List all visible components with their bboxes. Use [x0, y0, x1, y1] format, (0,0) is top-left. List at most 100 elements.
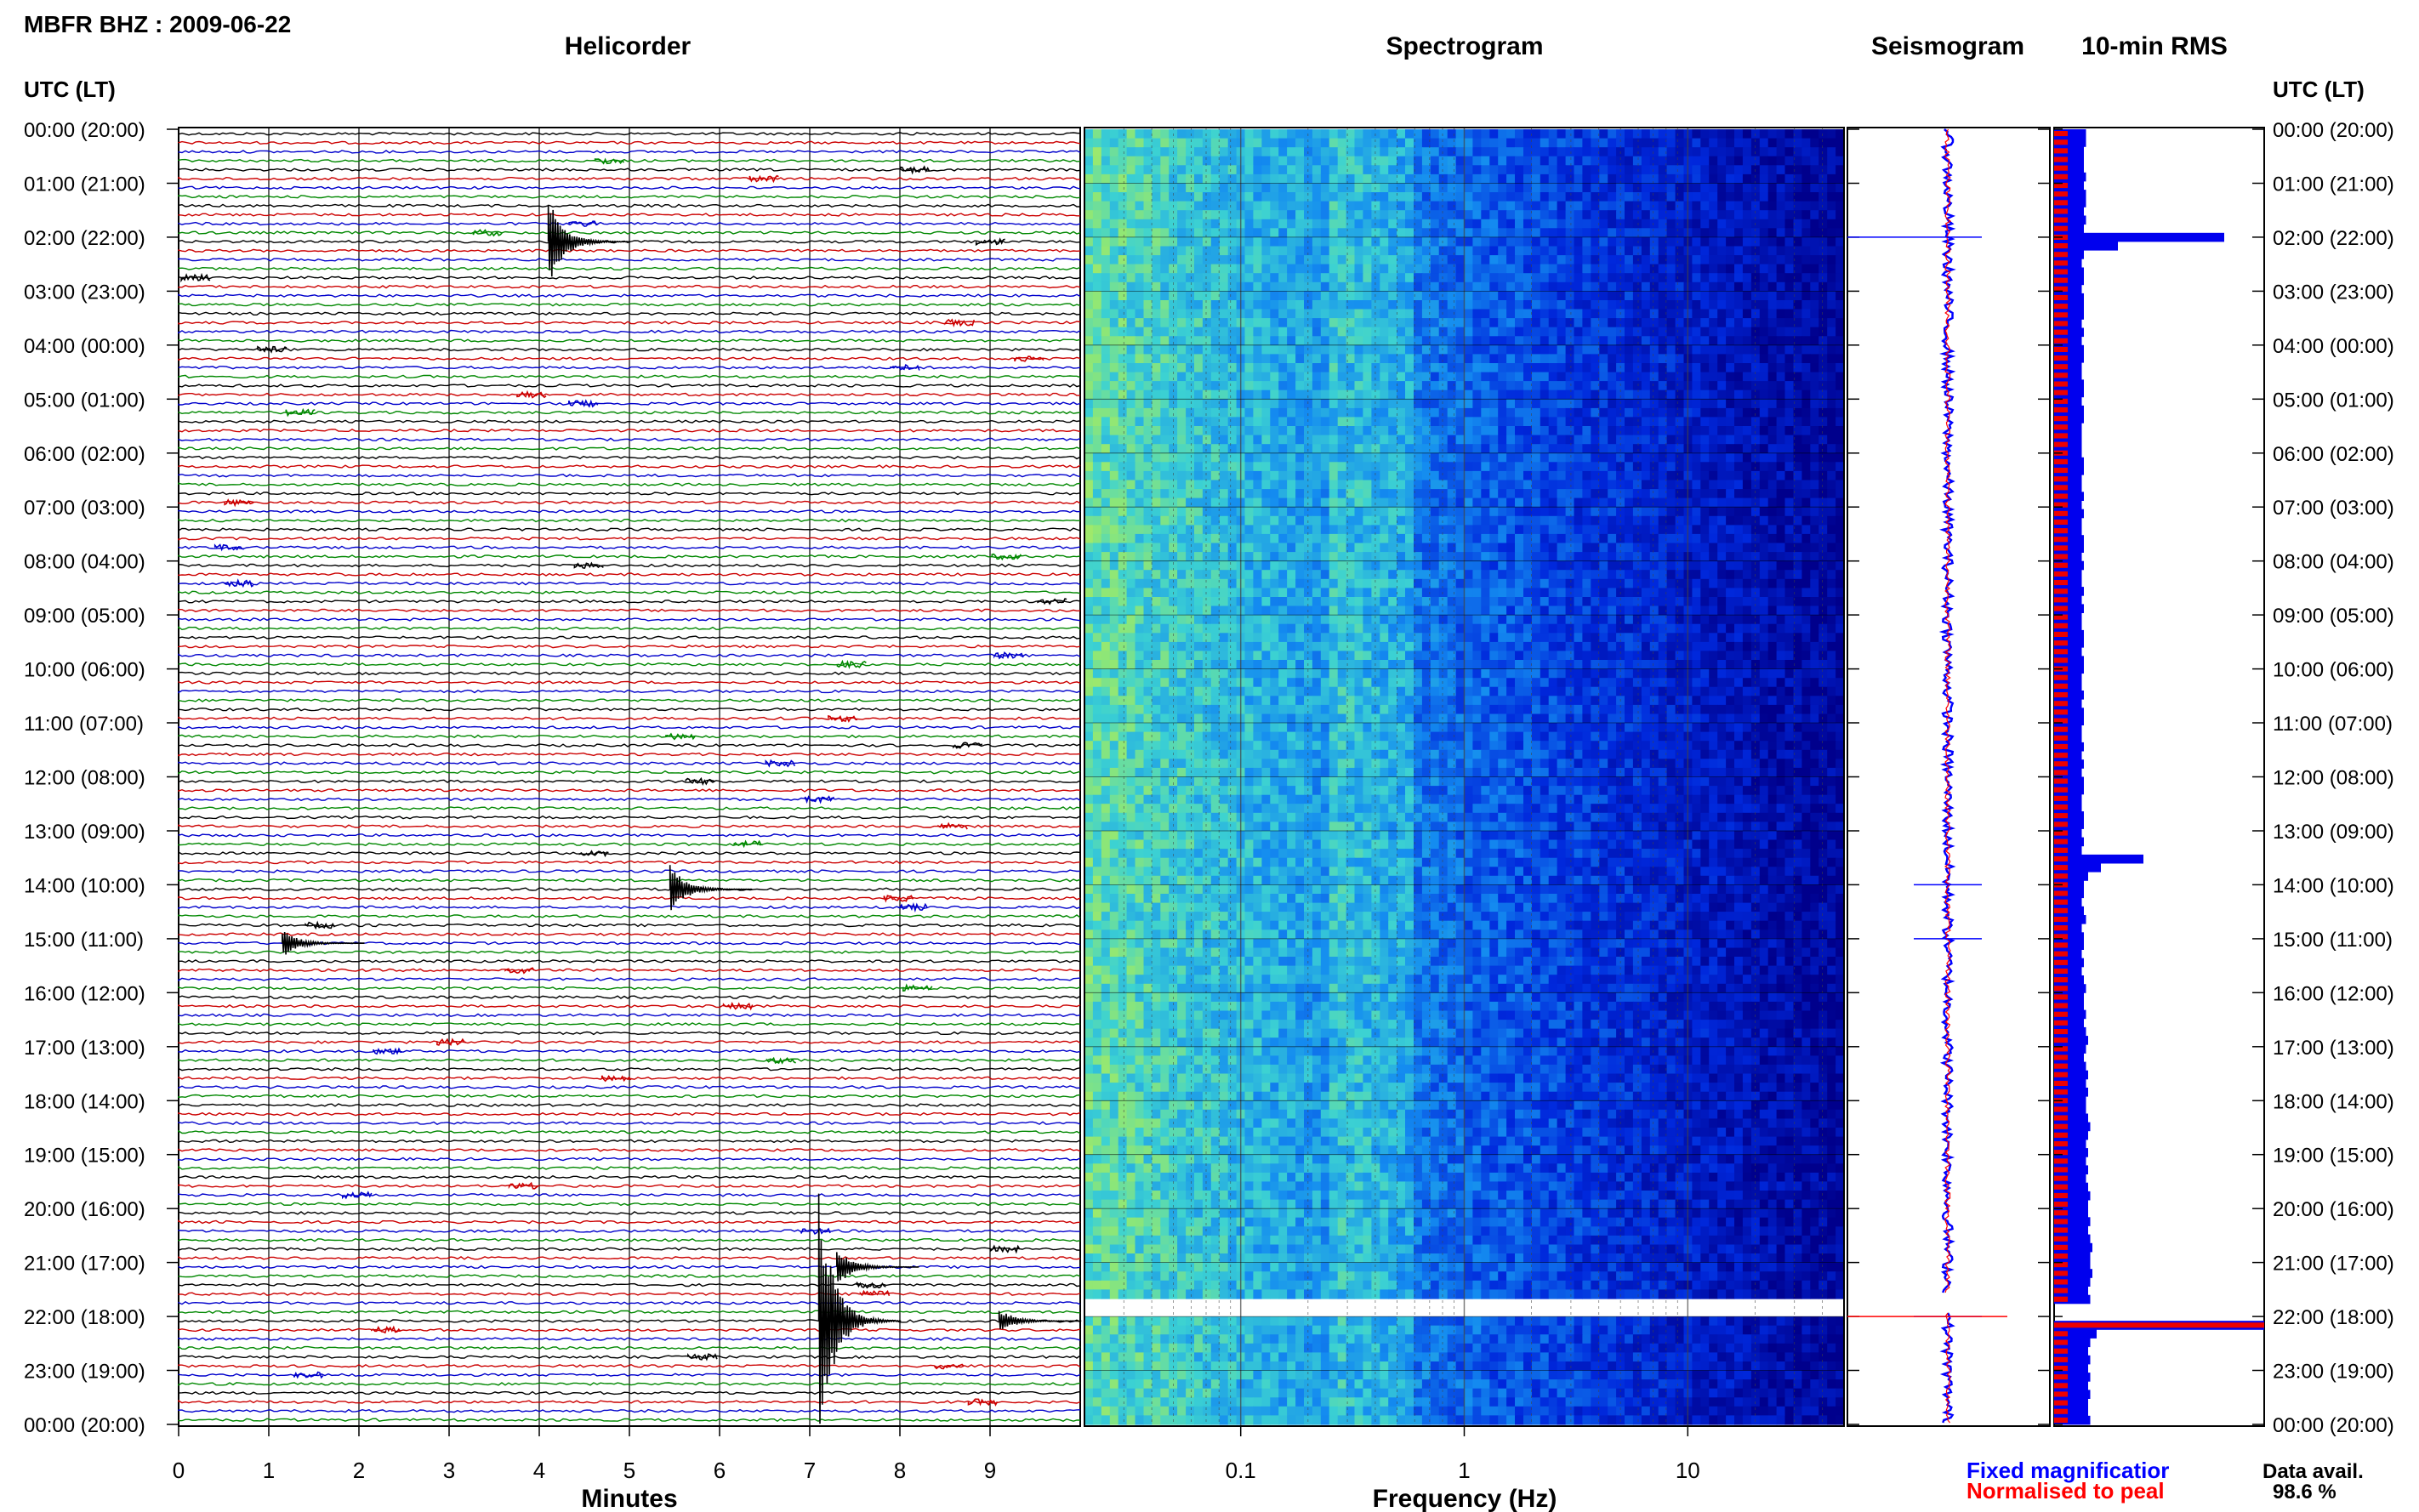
spectrogram-cell [1405, 173, 1414, 185]
spectrogram-cell [1194, 363, 1204, 373]
spectrogram-cell [1582, 372, 1591, 382]
spectrogram-cell [1278, 138, 1288, 148]
spectrogram-cell [1337, 480, 1347, 490]
spectrogram-cell [1464, 363, 1473, 373]
spectrogram-cell [1219, 381, 1229, 391]
spectrogram-cell [1498, 417, 1507, 427]
spectrogram-cell [1380, 219, 1389, 229]
spectrogram-cell [1742, 281, 1752, 292]
spectrogram-cell [1742, 173, 1752, 185]
spectrogram-cell [1278, 165, 1288, 175]
spectrogram-cell [1506, 291, 1516, 301]
spectrogram-cell [1700, 444, 1710, 454]
spectrogram-cell [1346, 273, 1356, 283]
spectrogram-cell [1438, 327, 1449, 337]
spectrogram-cell [1750, 462, 1761, 472]
spectrogram-cell [1405, 470, 1414, 481]
spectrogram-cell [1388, 344, 1397, 355]
spectrogram-cell [1210, 219, 1221, 229]
spectrogram-cell [1421, 578, 1431, 588]
spectrogram-cell [1202, 588, 1212, 598]
spectrogram-cell [1641, 497, 1651, 508]
trace-row [178, 1219, 1081, 1225]
spectrogram-cell [1625, 435, 1634, 445]
spectrogram-cell [1506, 417, 1516, 427]
spectrogram-cell [1278, 327, 1288, 337]
spectrogram-cell [1202, 173, 1212, 185]
spectrogram-cell [1700, 236, 1710, 247]
spectrogram-cell [1109, 228, 1119, 238]
spectrogram-cell [1700, 363, 1710, 373]
spectrogram-cell [1227, 470, 1238, 481]
spectrogram-cell [1202, 201, 1212, 211]
spectrogram-cell [1675, 552, 1685, 562]
spectrogram-cell [1287, 327, 1296, 337]
trace-row [178, 1103, 1081, 1107]
spectrogram-cell [1202, 407, 1212, 418]
spectrogram-cell [1801, 372, 1811, 382]
spectrogram-cell [1726, 344, 1735, 355]
spectrogram-cell [1219, 426, 1229, 436]
spectrogram-cell [1354, 515, 1363, 526]
trace-blip [224, 578, 254, 588]
spectrogram-cell [1421, 192, 1431, 202]
spectrogram-cell [1438, 570, 1449, 580]
spectrogram-cell [1489, 444, 1499, 454]
spectrogram-cell [1616, 372, 1625, 382]
spectrogram-cell [1380, 435, 1389, 445]
spectrogram-cell [1186, 138, 1195, 148]
spectrogram-cell [1591, 273, 1600, 283]
spectrogram-cell [1312, 426, 1322, 436]
spectrogram-cell [1421, 291, 1431, 301]
spectrogram-cell [1287, 407, 1296, 418]
spectrogram-cell [1152, 543, 1161, 553]
spectrogram-cell [1784, 183, 1794, 193]
spectrogram-cell [1253, 300, 1262, 310]
trace-row [178, 366, 1081, 370]
spectrogram-cell [1827, 273, 1836, 283]
spectrogram-cell [1506, 165, 1516, 175]
spectrogram-cell [1523, 417, 1533, 427]
spectrogram-cell [1160, 219, 1170, 229]
spectrogram-cell [1126, 560, 1136, 571]
spectrogram-cell [1210, 588, 1221, 598]
spectrogram-cell [1793, 255, 1802, 265]
spectrogram-cell [1337, 552, 1347, 562]
spectrogram-cell [1464, 192, 1473, 202]
spectrogram-cell [1759, 389, 1769, 400]
spectrogram-cell [1565, 219, 1575, 229]
spectrogram-cell [1658, 543, 1668, 553]
spectrogram-cell [1692, 426, 1701, 436]
spectrogram-cell [1767, 336, 1778, 346]
spectrogram-cell [1126, 497, 1136, 508]
spectrogram-cell [1210, 354, 1221, 364]
spectrogram-cell [1726, 507, 1735, 517]
spectrogram-cell [1481, 389, 1490, 400]
trace-row [178, 734, 1081, 739]
spectrogram-cell [1135, 228, 1144, 238]
spectrogram-cell [1270, 327, 1279, 337]
spectrogram-cell [1202, 452, 1212, 463]
spectrogram-cell [1700, 389, 1710, 400]
spectrogram-cell [1827, 470, 1836, 481]
spectrogram-cell [1186, 336, 1195, 346]
spectrogram-cell [1836, 264, 1845, 274]
spectrogram-cell [1177, 147, 1187, 157]
spectrogram-cell [1625, 462, 1634, 472]
trace-row [178, 419, 1081, 423]
spectrogram-cell [1767, 389, 1778, 400]
trace-row [178, 968, 1081, 973]
spectrogram-cell [1498, 578, 1507, 588]
spectrogram-cell [1692, 470, 1701, 481]
spectrogram-cell [1244, 462, 1254, 472]
spectrogram-cell [1819, 336, 1828, 346]
trace-row [178, 500, 1081, 505]
spectrogram-title: Spectrogram [1386, 32, 1543, 60]
spectrogram-cell [1337, 462, 1347, 472]
spectrogram-cell [1270, 228, 1279, 238]
trace-blip [899, 165, 931, 175]
spectrogram-cell [1320, 372, 1330, 382]
spectrogram-cell [1447, 525, 1457, 535]
spectrogram-cell [1304, 462, 1313, 472]
spectrogram-cell [1582, 327, 1591, 337]
